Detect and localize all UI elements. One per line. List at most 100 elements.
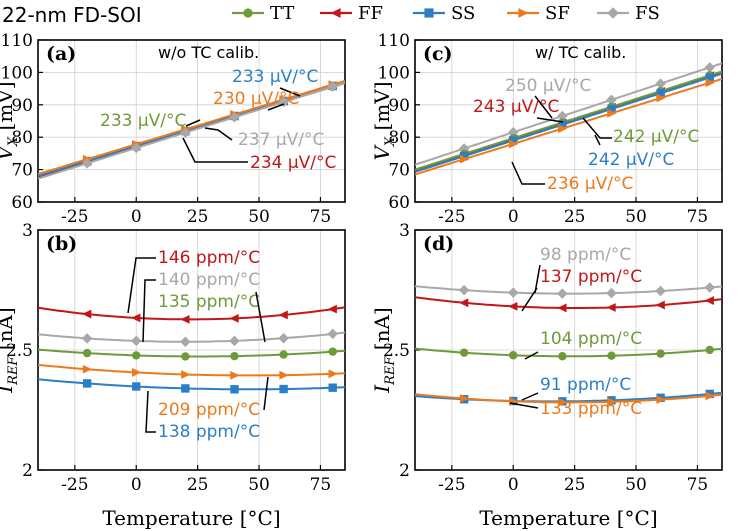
data-point-fs [655, 285, 666, 297]
data-point-tt [705, 345, 714, 355]
legend: TT FF SS SF FS [232, 3, 660, 24]
panel-subtitle: w/ TC calib. [535, 43, 626, 62]
data-point-ff [508, 301, 518, 311]
data-point-fs [606, 94, 617, 106]
data-point-ss [132, 382, 141, 391]
panel-a: -25 0 25 50 75 60 70 80 90 100 110 (a) w/o TC calib.… [0, 31, 346, 227]
y-tick-label: 3 [399, 221, 410, 241]
data-point-fs [229, 335, 240, 347]
data-point-fs [180, 336, 191, 347]
tc-annotation-ff: 146 ppm/°C [158, 248, 260, 268]
tc-annotation-tt: 135 ppm/°C [158, 292, 260, 312]
x-tick-label: 25 [187, 475, 209, 495]
data-point-fs [606, 287, 617, 299]
legend-marker-fs [607, 7, 619, 19]
data-point-tt [230, 351, 239, 361]
x-tick-label: -25 [438, 475, 465, 495]
x-tick-label: 50 [248, 475, 270, 495]
data-point-tt [607, 351, 616, 360]
data-point-fs [229, 112, 240, 123]
y-axis-unit: [nA] [0, 307, 17, 356]
data-point-ff [82, 309, 92, 319]
data-point-ff [606, 303, 616, 312]
data-point-fs [130, 335, 142, 347]
y-tick-label: 3 [22, 221, 33, 241]
x-tick-label: -25 [438, 207, 465, 227]
tc-annotation-sf: 133 ppm/°C [540, 399, 642, 419]
annotation-leader [267, 103, 285, 111]
data-point-sf [558, 397, 568, 407]
data-point-ss [328, 383, 337, 392]
y-tick-label: 2 [22, 461, 33, 481]
data-point-ff [131, 313, 141, 323]
tc-annotation-fs: 98 ppm/°C [540, 245, 631, 265]
legend-label-fs: FS [635, 3, 660, 24]
data-point-tt [132, 351, 141, 360]
legend-entry-fs: FS [597, 3, 660, 24]
data-point-tt [181, 352, 190, 361]
y-tick-label: 100 [378, 63, 410, 83]
data-point-ss [656, 89, 665, 98]
data-point-ss [558, 120, 567, 129]
x-tick-label: 75 [687, 207, 709, 227]
panel-label: (c) [423, 43, 453, 65]
data-point-fs [557, 288, 568, 299]
annotation-leader [594, 134, 601, 146]
data-point-sf [181, 370, 191, 379]
x-tick-label: 75 [310, 207, 332, 227]
y-axis-label: VX [mV] [0, 81, 21, 160]
data-point-ff [557, 303, 567, 313]
axes-box [37, 39, 346, 203]
y-tick-label: 2.5 [6, 341, 33, 361]
plot-area [38, 304, 345, 394]
panel-label: (b) [46, 233, 77, 255]
legend-label-ss: SS [451, 3, 475, 24]
y-tick-label: 70 [388, 161, 410, 181]
y-tick-label: 70 [11, 161, 33, 181]
data-point-ff [180, 314, 190, 324]
tc-annotation-fs: 237 µV/°C [238, 130, 324, 150]
figure-title: 22-nm FD-SOI [2, 3, 142, 27]
data-point-sf [509, 139, 519, 149]
data-point-fs [704, 62, 715, 73]
y-tick-label: 110 [1, 31, 33, 51]
annotation-leader [263, 376, 269, 411]
legend-marker-ss [424, 8, 434, 18]
annotation-leader [182, 137, 248, 163]
data-point-sf [459, 394, 470, 403]
data-point-sf [656, 93, 666, 103]
data-point-sf [459, 154, 470, 164]
y-axis-symbol: I [0, 384, 17, 394]
plot-area [415, 282, 722, 407]
panel-b: -25 0 25 50 75 2 2.5 3 (b) IREF [nA] Temperature [… [0, 221, 346, 530]
legend-entry-ff: FF [320, 3, 383, 24]
annotation-leader [534, 95, 553, 119]
data-point-tt [558, 352, 567, 361]
panel-c: -25 0 25 50 75 60 70 80 90 100 110 (c) w/ TC calib. V… [370, 31, 723, 227]
x-tick-label: 0 [131, 207, 142, 227]
tc-annotation-ss: 138 ppm/°C [158, 422, 260, 442]
tc-annotation-sf: 236 µV/°C [547, 174, 633, 194]
data-point-sf [607, 397, 617, 407]
y-axis-symbol: V [0, 144, 17, 161]
data-point-fs [180, 127, 191, 138]
tc-annotation-tt: 104 ppm/°C [540, 329, 642, 349]
tc-annotation-ff: 243 µV/°C [473, 97, 559, 117]
x-tick-label: -25 [61, 207, 88, 227]
data-point-sf [132, 368, 142, 377]
data-point-fs [130, 142, 142, 154]
data-point-fs [655, 78, 666, 89]
tc-annotation-ss: 233 µV/°C [232, 67, 318, 87]
annotation-leader [536, 117, 564, 123]
legend-label-tt: TT [270, 3, 294, 24]
x-axis-label: Temperature [°C] [479, 506, 657, 530]
data-point-fs [327, 328, 338, 340]
y-axis-symbol: V [370, 144, 394, 161]
data-point-tt [328, 347, 337, 356]
annotation-leader [142, 279, 156, 343]
x-tick-label: 75 [310, 475, 332, 495]
data-point-fs [278, 332, 289, 344]
y-axis-unit: [nA] [370, 307, 394, 356]
annotation-leader [521, 287, 538, 312]
